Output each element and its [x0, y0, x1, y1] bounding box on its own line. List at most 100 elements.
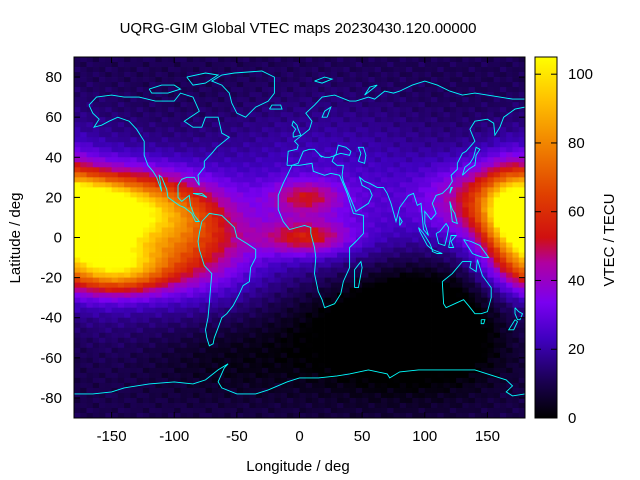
- heatmap-cell: [355, 102, 363, 108]
- heatmap-cell: [161, 92, 169, 98]
- heatmap-cell: [74, 57, 81, 63]
- heatmap-cell: [362, 312, 369, 319]
- heatmap-cell: [124, 322, 131, 329]
- heatmap-cell: [337, 67, 344, 73]
- heatmap-cell: [117, 222, 125, 228]
- heatmap-cell: [305, 347, 313, 354]
- heatmap-cell: [493, 182, 501, 188]
- heatmap-cell: [274, 337, 282, 344]
- heatmap-cell: [437, 362, 444, 369]
- heatmap-cell: [399, 182, 407, 188]
- heatmap-cell: [337, 362, 344, 369]
- heatmap-cell: [305, 322, 313, 329]
- heatmap-cell: [493, 377, 501, 384]
- heatmap-cell: [211, 127, 219, 133]
- heatmap-cell: [280, 117, 288, 123]
- heatmap-cell: [274, 362, 282, 369]
- heatmap-cell: [330, 252, 338, 258]
- heatmap-cell: [155, 212, 163, 218]
- heatmap-cell: [249, 97, 257, 103]
- heatmap-cell: [286, 287, 294, 294]
- heatmap-cell: [174, 267, 181, 273]
- heatmap-cell: [343, 322, 351, 329]
- heatmap-cell: [512, 287, 520, 294]
- heatmap-cell: [318, 337, 325, 344]
- heatmap-cell: [74, 287, 81, 294]
- heatmap-cell: [399, 172, 407, 178]
- heatmap-cell: [431, 227, 438, 233]
- heatmap-cell: [355, 117, 363, 123]
- heatmap-cell: [86, 282, 94, 289]
- heatmap-cell: [167, 392, 175, 399]
- heatmap-cell: [218, 397, 225, 404]
- heatmap-cell: [343, 232, 351, 238]
- heatmap-cell: [155, 182, 163, 188]
- heatmap-cell: [424, 142, 432, 148]
- heatmap-cell: [312, 377, 319, 384]
- heatmap-cell: [74, 327, 81, 334]
- heatmap-cell: [518, 212, 526, 218]
- heatmap-cell: [393, 347, 401, 354]
- heatmap-cell: [449, 137, 457, 143]
- heatmap-cell: [506, 62, 513, 68]
- heatmap-cell: [180, 342, 188, 349]
- heatmap-cell: [399, 222, 407, 228]
- heatmap-cell: [99, 332, 106, 339]
- heatmap-cell: [481, 192, 488, 198]
- heatmap-cell: [405, 122, 413, 128]
- heatmap-cell: [449, 352, 457, 359]
- heatmap-cell: [318, 232, 325, 238]
- heatmap-cell: [230, 57, 238, 63]
- heatmap-cell: [330, 117, 338, 123]
- heatmap-cell: [80, 82, 87, 88]
- heatmap-cell: [230, 202, 238, 208]
- heatmap-cell: [117, 112, 125, 118]
- heatmap-cell: [218, 67, 225, 73]
- heatmap-cell: [218, 302, 225, 309]
- heatmap-cell: [99, 67, 106, 73]
- heatmap-cell: [468, 57, 476, 63]
- heatmap-cell: [211, 137, 219, 143]
- heatmap-cell: [205, 92, 213, 98]
- heatmap-cell: [80, 327, 87, 334]
- heatmap-cell: [268, 312, 275, 319]
- heatmap-cell: [318, 152, 325, 158]
- heatmap-cell: [374, 182, 382, 188]
- heatmap-cell: [312, 337, 319, 344]
- heatmap-cell: [474, 147, 482, 153]
- heatmap-cell: [518, 127, 526, 133]
- heatmap-cell: [443, 122, 451, 128]
- heatmap-cell: [268, 347, 275, 354]
- heatmap-cell: [193, 402, 200, 409]
- heatmap-cell: [130, 162, 138, 168]
- heatmap-cell: [130, 72, 138, 78]
- heatmap-cell: [161, 207, 169, 213]
- heatmap-cell: [437, 142, 444, 148]
- heatmap-cell: [468, 382, 476, 389]
- heatmap-cell: [499, 287, 507, 294]
- heatmap-cell: [167, 127, 175, 133]
- heatmap-cell: [481, 82, 488, 88]
- heatmap-cell: [142, 252, 150, 258]
- heatmap-cell: [380, 202, 388, 208]
- heatmap-cell: [218, 162, 225, 168]
- heatmap-cell: [174, 372, 181, 379]
- heatmap-cell: [506, 92, 513, 98]
- heatmap-cell: [424, 352, 432, 359]
- heatmap-cell: [468, 202, 476, 208]
- heatmap-cell: [280, 212, 288, 218]
- heatmap-cell: [424, 207, 432, 213]
- heatmap-cell: [456, 242, 463, 248]
- heatmap-cell: [224, 267, 231, 273]
- heatmap-cell: [330, 202, 338, 208]
- heatmap-cell: [462, 97, 470, 103]
- heatmap-cell: [261, 297, 269, 304]
- heatmap-cell: [186, 72, 194, 78]
- heatmap-cell: [293, 362, 300, 369]
- heatmap-cell: [474, 182, 482, 188]
- heatmap-cell: [468, 67, 476, 73]
- heatmap-cell: [243, 242, 250, 248]
- heatmap-cell: [355, 107, 363, 113]
- heatmap-cell: [405, 287, 413, 294]
- heatmap-cell: [193, 352, 200, 359]
